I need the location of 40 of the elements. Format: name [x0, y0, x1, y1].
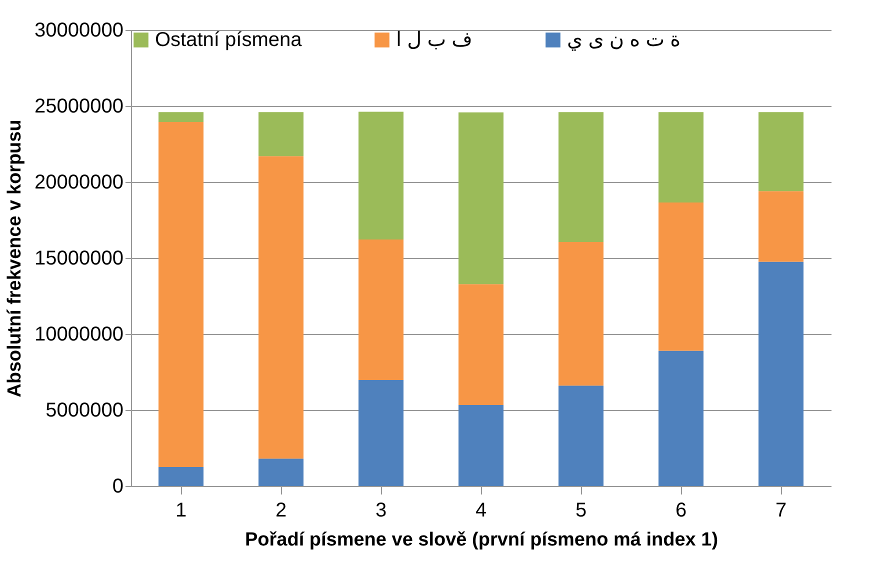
y-tick-label: 30000000	[34, 20, 124, 42]
x-tick-label: 6	[675, 500, 687, 522]
bar	[358, 380, 404, 486]
bar	[258, 458, 304, 486]
y-tick-label: 25000000	[34, 96, 124, 118]
bar	[358, 239, 404, 380]
y-tick-label: 0	[112, 476, 124, 498]
bar	[258, 112, 304, 156]
bar	[758, 112, 804, 192]
x-tick-label: 4	[475, 500, 487, 522]
y-tick-label: 5000000	[46, 400, 124, 422]
bar	[658, 202, 704, 351]
bar	[658, 350, 704, 486]
bar	[158, 467, 204, 486]
bar	[558, 112, 604, 242]
bar	[458, 284, 504, 405]
bar	[158, 122, 204, 467]
legend-label: ف ب ل ا	[396, 29, 472, 51]
bar	[658, 112, 704, 203]
x-tick-label: 5	[575, 500, 587, 522]
x-tick-label: 2	[275, 500, 287, 522]
bar	[558, 242, 604, 386]
x-tick-label: 7	[775, 500, 787, 522]
bar	[558, 386, 604, 486]
x-axis-title: Pořadí písmene ve slově (první písmeno má index 1)	[244, 530, 718, 550]
y-axis-title: Absolutní frekvence v korpusu	[4, 120, 26, 398]
bar	[458, 112, 504, 284]
bar	[158, 112, 204, 122]
bar	[258, 156, 304, 459]
bar	[358, 112, 404, 240]
bar	[758, 262, 804, 486]
x-tick-label: 1	[175, 500, 187, 522]
legend-label: Ostatní písmena	[155, 29, 303, 51]
y-tick-label: 10000000	[34, 324, 124, 346]
y-tick-label: 15000000	[34, 248, 124, 270]
bar	[758, 191, 804, 262]
legend-label: ة ت ه ن ى ي	[567, 29, 681, 51]
bar	[458, 404, 504, 486]
x-tick-label: 3	[375, 500, 387, 522]
y-tick-label: 20000000	[34, 172, 124, 194]
